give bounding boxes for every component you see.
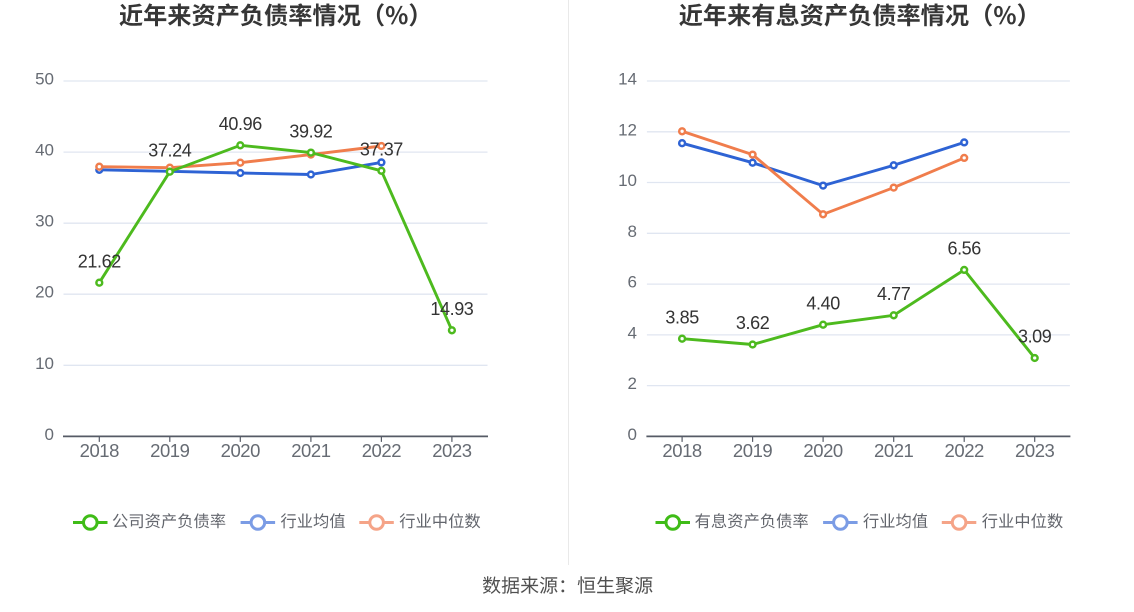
svg-text:2018: 2018 bbox=[662, 440, 702, 461]
svg-text:2021: 2021 bbox=[291, 440, 331, 461]
svg-text:37.24: 37.24 bbox=[148, 140, 191, 160]
svg-text:2023: 2023 bbox=[432, 440, 472, 461]
svg-text:21.62: 21.62 bbox=[78, 251, 121, 271]
svg-text:3.09: 3.09 bbox=[1018, 327, 1052, 347]
svg-text:39.92: 39.92 bbox=[289, 121, 332, 141]
svg-text:2020: 2020 bbox=[221, 440, 261, 461]
svg-text:20: 20 bbox=[35, 283, 54, 302]
svg-text:8: 8 bbox=[628, 222, 637, 241]
svg-text:2: 2 bbox=[628, 374, 637, 393]
svg-text:6: 6 bbox=[628, 273, 637, 292]
svg-text:40: 40 bbox=[35, 141, 54, 160]
svg-text:2019: 2019 bbox=[733, 440, 773, 461]
svg-text:30: 30 bbox=[35, 212, 54, 231]
svg-text:3.85: 3.85 bbox=[665, 307, 699, 327]
svg-text:40.96: 40.96 bbox=[219, 114, 262, 134]
svg-text:6.56: 6.56 bbox=[947, 239, 981, 259]
svg-text:3.62: 3.62 bbox=[736, 313, 770, 333]
svg-text:2022: 2022 bbox=[362, 440, 402, 461]
svg-text:2018: 2018 bbox=[80, 440, 120, 461]
svg-text:10: 10 bbox=[35, 354, 54, 373]
svg-text:50: 50 bbox=[35, 70, 54, 89]
svg-text:10: 10 bbox=[618, 171, 637, 190]
svg-text:2022: 2022 bbox=[945, 440, 985, 461]
svg-text:2019: 2019 bbox=[150, 440, 190, 461]
svg-text:14: 14 bbox=[618, 70, 637, 89]
svg-text:37.37: 37.37 bbox=[360, 140, 403, 160]
svg-text:14.93: 14.93 bbox=[430, 299, 473, 319]
svg-text:2020: 2020 bbox=[803, 440, 843, 461]
svg-text:0: 0 bbox=[45, 425, 54, 444]
svg-text:4: 4 bbox=[628, 323, 637, 342]
svg-text:12: 12 bbox=[618, 120, 637, 139]
svg-text:2021: 2021 bbox=[874, 440, 914, 461]
svg-text:4.77: 4.77 bbox=[877, 284, 911, 304]
svg-text:0: 0 bbox=[628, 425, 637, 444]
svg-text:2023: 2023 bbox=[1015, 440, 1055, 461]
svg-text:4.40: 4.40 bbox=[806, 293, 840, 313]
